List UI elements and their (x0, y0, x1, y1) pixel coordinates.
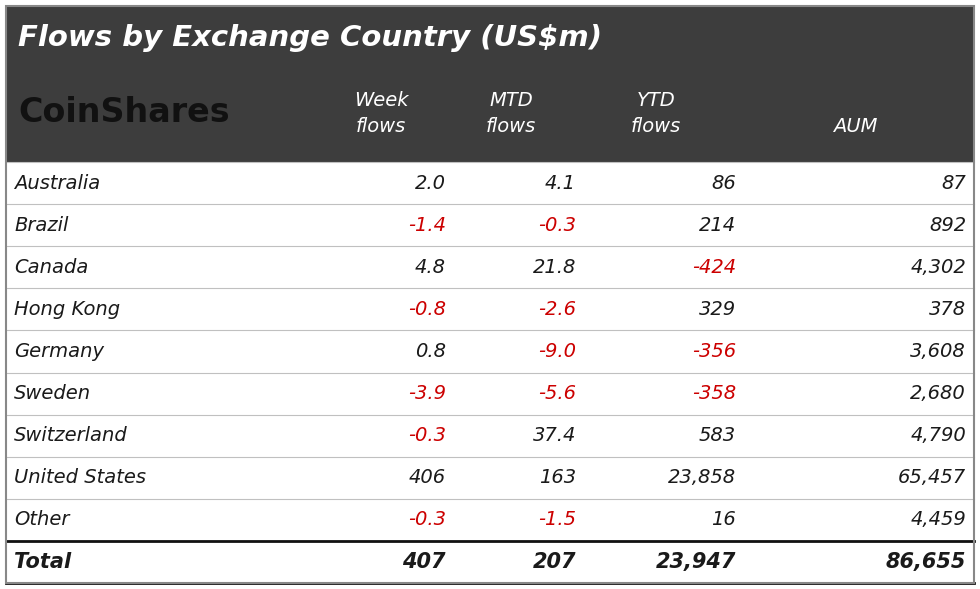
Text: 163: 163 (539, 468, 576, 487)
Text: -1.5: -1.5 (538, 511, 576, 530)
Text: -358: -358 (692, 384, 736, 403)
Text: 4.1: 4.1 (545, 174, 576, 193)
Text: CoinShares: CoinShares (18, 97, 229, 130)
Text: Germany: Germany (14, 342, 104, 361)
Text: United States: United States (14, 468, 146, 487)
Text: flows: flows (356, 117, 406, 137)
Text: -424: -424 (692, 258, 736, 277)
Bar (6, 499, 974, 541)
Text: -0.3: -0.3 (538, 216, 576, 234)
Bar (6, 6, 974, 162)
Text: 86,655: 86,655 (886, 552, 966, 572)
Text: 406: 406 (409, 468, 446, 487)
Text: -0.3: -0.3 (408, 426, 446, 445)
Text: -1.4: -1.4 (408, 216, 446, 234)
Text: 583: 583 (699, 426, 736, 445)
Text: Switzerland: Switzerland (14, 426, 127, 445)
Text: 4,459: 4,459 (910, 511, 966, 530)
Text: 2,680: 2,680 (910, 384, 966, 403)
Text: Flows by Exchange Country (US$m): Flows by Exchange Country (US$m) (18, 24, 602, 52)
Text: Canada: Canada (14, 258, 88, 277)
Text: -9.0: -9.0 (538, 342, 576, 361)
Text: -0.8: -0.8 (408, 300, 446, 319)
Text: flows: flows (486, 117, 536, 137)
Text: 892: 892 (929, 216, 966, 234)
Bar (6, 457, 974, 499)
Text: -2.6: -2.6 (538, 300, 576, 319)
Text: 37.4: 37.4 (532, 426, 576, 445)
Text: 2.0: 2.0 (415, 174, 446, 193)
Bar (6, 162, 974, 204)
Text: 378: 378 (929, 300, 966, 319)
Bar (6, 204, 974, 246)
Text: Brazil: Brazil (14, 216, 69, 234)
Text: 23,858: 23,858 (668, 468, 736, 487)
Text: 0.8: 0.8 (415, 342, 446, 361)
Text: Sweden: Sweden (14, 384, 91, 403)
Text: 4,790: 4,790 (910, 426, 966, 445)
Text: 3,608: 3,608 (910, 342, 966, 361)
Text: Australia: Australia (14, 174, 100, 193)
Bar (6, 415, 974, 457)
Text: Week: Week (354, 91, 409, 111)
Text: YTD: YTD (637, 91, 675, 111)
Text: -0.3: -0.3 (408, 511, 446, 530)
Text: 86: 86 (711, 174, 736, 193)
Text: -5.6: -5.6 (538, 384, 576, 403)
Text: -3.9: -3.9 (408, 384, 446, 403)
Text: 4,302: 4,302 (910, 258, 966, 277)
Text: Hong Kong: Hong Kong (14, 300, 121, 319)
Text: -356: -356 (692, 342, 736, 361)
Text: Total: Total (14, 552, 72, 572)
Text: Other: Other (14, 511, 70, 530)
Text: flows: flows (631, 117, 681, 137)
Text: 23,947: 23,947 (656, 552, 736, 572)
Text: 4.8: 4.8 (415, 258, 446, 277)
Text: 214: 214 (699, 216, 736, 234)
Text: MTD: MTD (489, 91, 533, 111)
Text: 21.8: 21.8 (532, 258, 576, 277)
Text: 207: 207 (532, 552, 576, 572)
Text: 65,457: 65,457 (898, 468, 966, 487)
Bar (6, 246, 974, 289)
Bar (6, 373, 974, 415)
Text: 407: 407 (403, 552, 446, 572)
Text: 87: 87 (941, 174, 966, 193)
Bar (6, 541, 974, 583)
Text: 329: 329 (699, 300, 736, 319)
Bar (6, 330, 974, 373)
Bar (6, 289, 974, 330)
Text: AUM: AUM (833, 117, 877, 137)
Text: 16: 16 (711, 511, 736, 530)
